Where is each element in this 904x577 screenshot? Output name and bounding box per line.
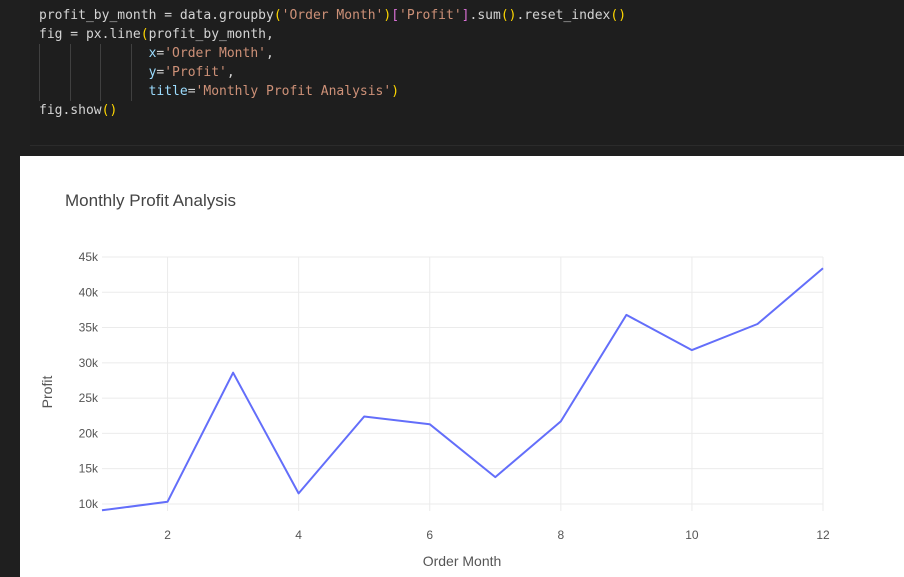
code-line: title='Monthly Profit Analysis'): [39, 82, 626, 101]
code-cell[interactable]: profit_by_month = data.groupby('Order Mo…: [30, 0, 904, 146]
x-tick-label: 10: [685, 528, 699, 542]
code-token: 'Profit': [164, 65, 227, 80]
data-point[interactable]: [622, 311, 630, 319]
indent-guide: [70, 44, 71, 101]
indent-guide: [131, 44, 132, 101]
code-token: 'Profit': [399, 8, 462, 23]
y-tick-label: 45k: [79, 250, 99, 264]
indent-guide: [39, 44, 40, 101]
code-token: (: [140, 27, 149, 42]
code-line: y='Profit',: [39, 63, 626, 82]
data-point[interactable]: [295, 489, 303, 497]
code-token: ): [391, 84, 400, 99]
code-token: (): [500, 8, 517, 23]
code-token: (: [273, 8, 282, 23]
code-line: fig.show(): [39, 101, 626, 120]
code-token: profit_by_month,: [148, 27, 274, 42]
data-point[interactable]: [164, 498, 172, 506]
code-token: 'Order Month': [164, 46, 266, 61]
line-chart[interactable]: 10k 15k 20k 25k 30k 35k 40k 45k 2 4 6 8 10 12 Monthly…: [20, 156, 904, 577]
code-token: ,: [265, 46, 274, 61]
x-tick-label: 6: [426, 528, 433, 542]
data-point[interactable]: [98, 506, 106, 514]
code-token: [39, 46, 149, 61]
code-token: (): [610, 8, 627, 23]
code-token: =: [156, 65, 165, 80]
code-token: .sum: [469, 8, 501, 23]
x-tick-label: 8: [557, 528, 564, 542]
series-layer: [98, 264, 827, 514]
data-point[interactable]: [557, 417, 565, 425]
y-tick-label: 30k: [79, 356, 99, 370]
x-tick-label: 4: [295, 528, 302, 542]
chart-background: [20, 156, 904, 577]
code-token: fig.show: [39, 103, 102, 118]
tick-labels: 10k 15k 20k 25k 30k 35k 40k 45k 2 4 6 8 10 12: [79, 250, 830, 542]
data-point[interactable]: [753, 320, 761, 328]
code-token: [39, 65, 149, 80]
y-tick-label: 15k: [79, 462, 99, 476]
y-tick-label: 35k: [79, 321, 99, 335]
gridlines: [102, 256, 824, 511]
code-token: [: [391, 8, 400, 23]
code-line: x='Order Month',: [39, 44, 626, 63]
x-tick-label: 12: [816, 528, 830, 542]
data-point[interactable]: [491, 473, 499, 481]
y-tick-label: 20k: [79, 426, 99, 440]
plotly-chart[interactable]: 10k 15k 20k 25k 30k 35k 40k 45k 2 4 6 8 10 12 Monthly…: [20, 156, 904, 577]
x-axis-label: Order Month: [423, 553, 502, 569]
code-token: y: [148, 65, 157, 80]
code-token: (): [101, 103, 118, 118]
chart-title: Monthly Profit Analysis: [65, 191, 236, 210]
indent-guide: [100, 44, 101, 101]
code-token: [39, 84, 149, 99]
code-token: 'Monthly Profit Analysis': [195, 84, 392, 99]
y-axis-label: Profit: [39, 376, 55, 409]
code-token: =: [156, 46, 165, 61]
code-token: ,: [226, 65, 235, 80]
code-token: title: [148, 84, 188, 99]
code-token: ]: [461, 8, 470, 23]
code-token: 'Order Month': [281, 8, 384, 23]
code-token: profit_by_month = data.groupby: [39, 8, 274, 23]
data-point[interactable]: [688, 346, 696, 354]
code-token: .reset_index: [516, 8, 611, 23]
y-tick-label: 25k: [79, 391, 99, 405]
code-token: x: [148, 46, 157, 61]
code-token: ): [383, 8, 392, 23]
data-point[interactable]: [819, 264, 827, 272]
code-editor[interactable]: profit_by_month = data.groupby('Order Mo…: [39, 6, 626, 120]
y-tick-label: 40k: [79, 285, 99, 299]
cell-output: 10k 15k 20k 25k 30k 35k 40k 45k 2 4 6 8 10 12 Monthly…: [0, 146, 904, 577]
code-line: fig = px.line(profit_by_month,: [39, 25, 626, 44]
profit-series-line[interactable]: [101, 267, 824, 512]
code-token: =: [187, 84, 196, 99]
data-point[interactable]: [360, 412, 368, 420]
x-tick-label: 2: [164, 528, 171, 542]
y-tick-label: 10k: [79, 497, 99, 511]
data-point[interactable]: [229, 369, 237, 377]
code-token: fig = px.line: [39, 27, 141, 42]
code-line: profit_by_month = data.groupby('Order Mo…: [39, 6, 626, 25]
data-point[interactable]: [426, 420, 434, 428]
